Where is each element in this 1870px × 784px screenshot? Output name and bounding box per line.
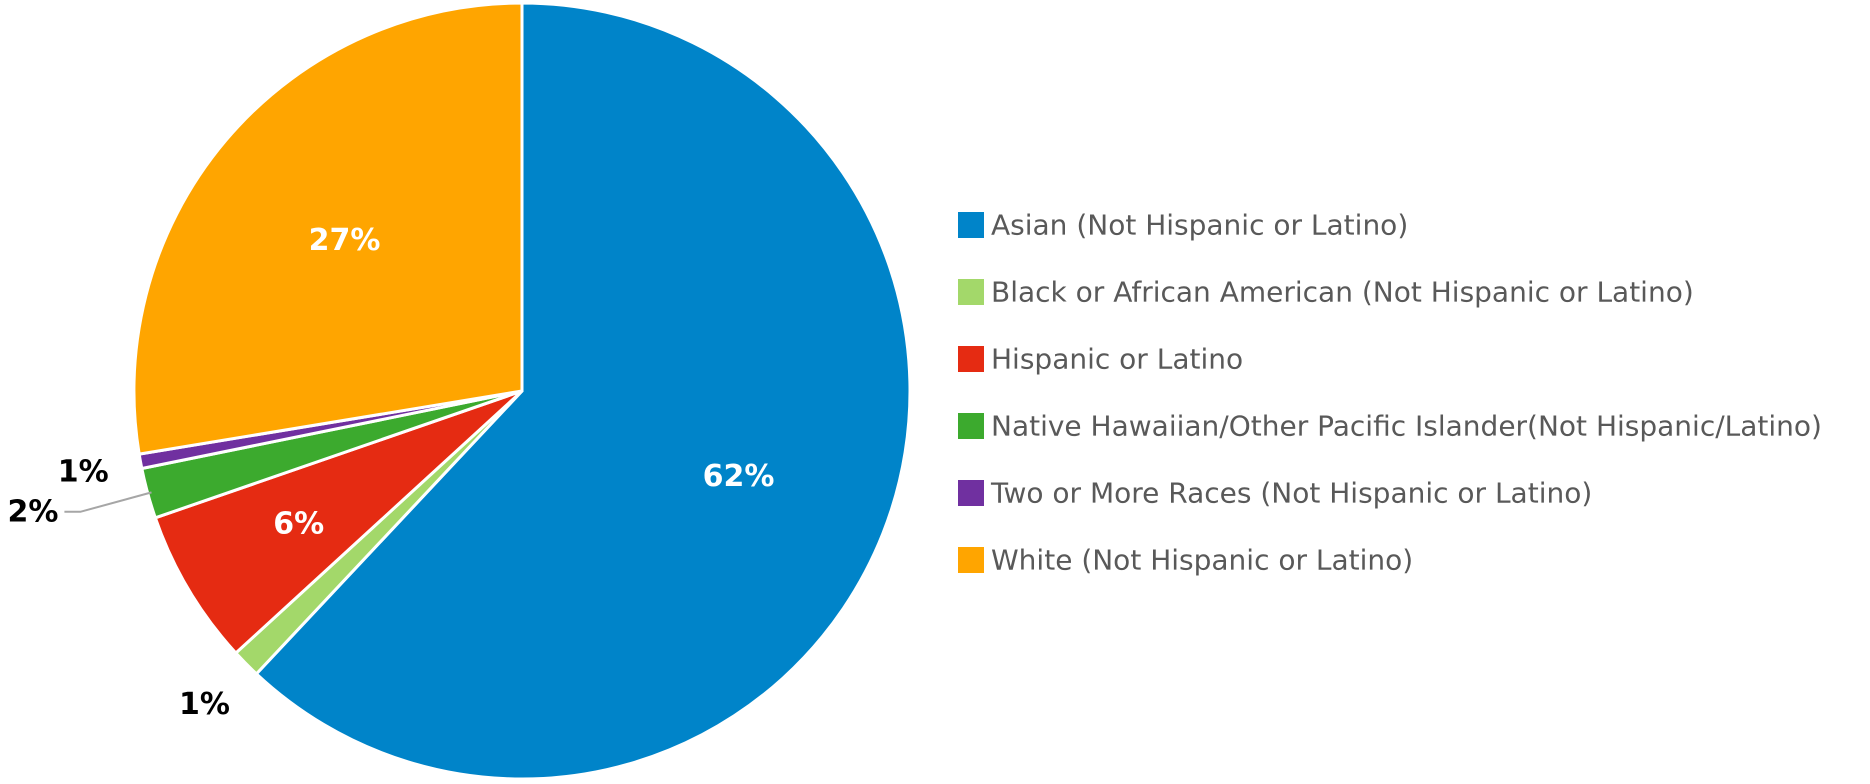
legend-swatch [958,212,984,238]
slice-label-native-hawaiian-other-pacific-islander-not-hispanic-latino: 2% [7,494,58,529]
legend-item-hispanic-or-latino: Hispanic or Latino [958,343,1243,376]
pie-slice-hispanic-or-latino [153,389,524,655]
legend-label: White (Not Hispanic or Latino) [991,544,1413,577]
legend-item-native-hawaiian-other-pacific-islander-not-hispanic-latino: Native Hawaiian/Other Pacific Islander(N… [958,410,1822,443]
legend-label: Two or More Races (Not Hispanic or Latin… [990,477,1592,510]
slice-labels: 62%1%6%2%1%27% [7,223,774,722]
pie-slice-white-not-hispanic-or-latino [132,1,524,456]
legend-item-asian-not-hispanic-or-latino: Asian (Not Hispanic or Latino) [958,209,1408,242]
legend-swatch [958,480,984,506]
pie-slice-asian-not-hispanic-or-latino [254,1,912,781]
leader-line-native-hawaiian-other-pacific-islander-not-hispanic-latino [64,491,152,513]
legend-item-two-or-more-races-not-hispanic-or-latino: Two or More Races (Not Hispanic or Latin… [958,477,1592,510]
legend-label: Hispanic or Latino [991,343,1243,376]
slice-label-white-not-hispanic-or-latino: 27% [309,223,381,258]
legend: Asian (Not Hispanic or Latino) Black or A… [958,209,1822,577]
legend-swatch [958,547,984,573]
legend-label: Black or African American (Not Hispanic … [991,276,1694,309]
legend-label: Asian (Not Hispanic or Latino) [991,209,1408,242]
pie-slices [132,1,912,781]
legend-swatch [958,346,984,372]
slice-label-two-or-more-races-not-hispanic-or-latino: 1% [58,454,109,489]
legend-item-black-or-african-american-not-hispanic-or-latino: Black or African American (Not Hispanic … [958,276,1694,309]
legend-label: Native Hawaiian/Other Pacific Islander(N… [991,410,1822,443]
slice-label-hispanic-or-latino: 6% [273,507,324,542]
slice-label-asian-not-hispanic-or-latino: 62% [703,459,775,494]
legend-swatch [958,413,984,439]
legend-swatch [958,279,984,305]
legend-item-white-not-hispanic-or-latino: White (Not Hispanic or Latino) [958,544,1413,577]
slice-label-black-or-african-american-not-hispanic-or-latino: 1% [179,687,230,722]
